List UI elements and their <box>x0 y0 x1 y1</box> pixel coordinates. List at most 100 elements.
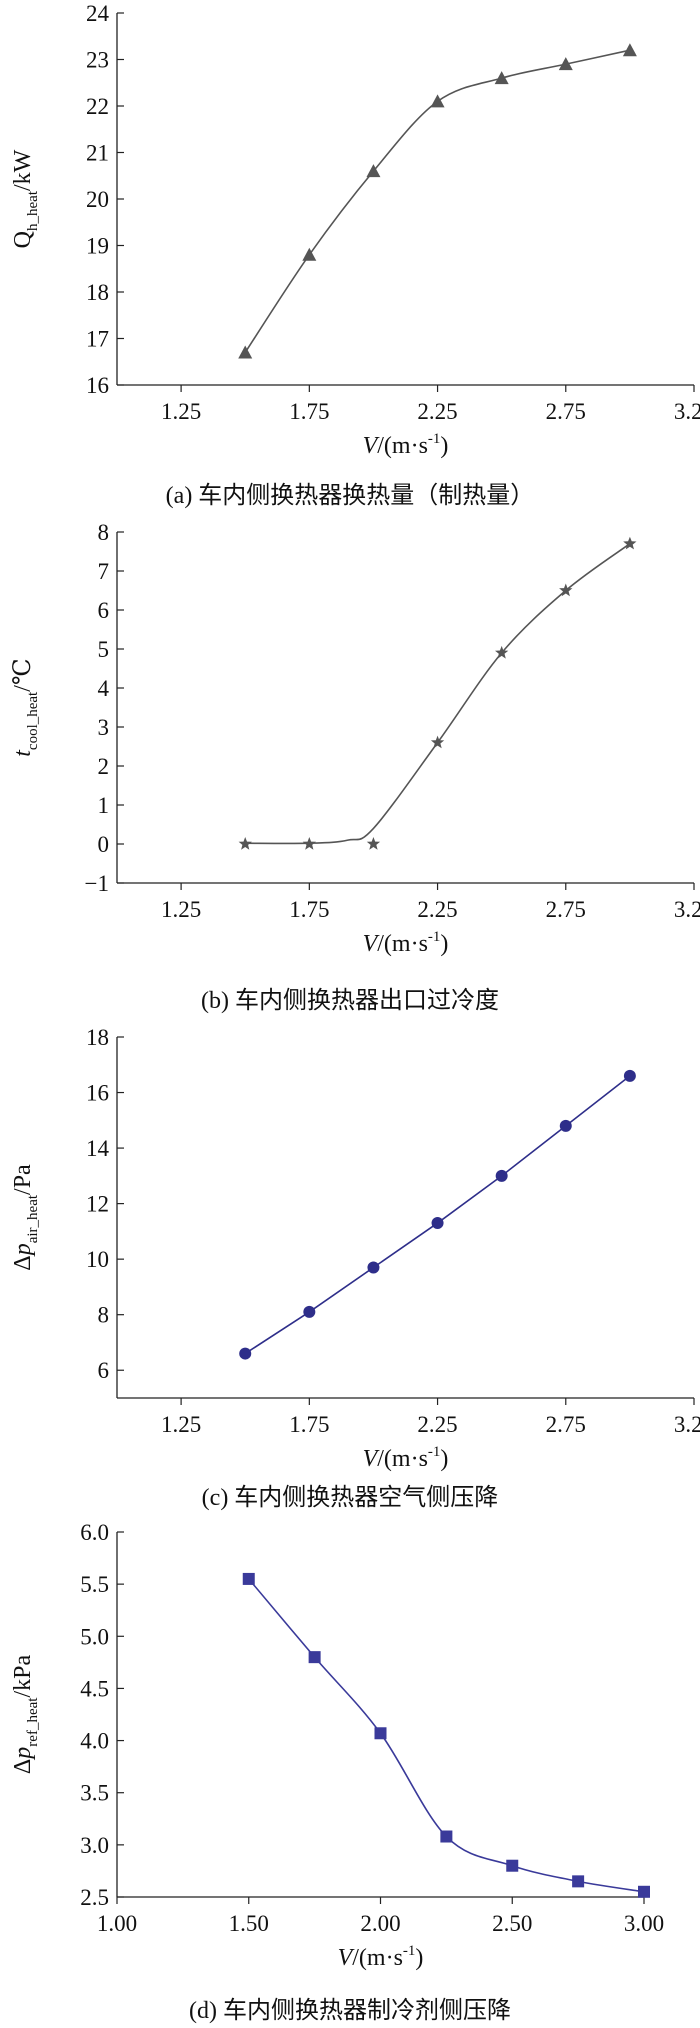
chart-a-y-axis-label: Qh_heat/kW <box>10 149 41 248</box>
chart-b-y-axis-label-unit: /℃ <box>10 658 36 692</box>
chart-a-y-tick-label: 24 <box>86 1 110 26</box>
chart-d-point <box>440 1830 453 1843</box>
chart-c-y-tick-label: 16 <box>86 1081 109 1106</box>
chart-a-y-tick-label: 20 <box>86 187 109 212</box>
chart-a-y-tick-label: 21 <box>86 141 109 166</box>
chart-c-y-axis-label-delta: Δ <box>10 1255 36 1270</box>
chart-c-y-tick-label: 18 <box>86 1025 109 1050</box>
chart-a-y-axis-label-var: Q <box>10 231 36 248</box>
chart-c-point <box>623 1069 636 1082</box>
chart-b-y-tick-label: 7 <box>98 559 110 584</box>
chart-b-series-line <box>245 543 631 845</box>
chart-d-x-tick-label: 3.00 <box>624 1911 664 1936</box>
chart-a-y-axis-label-unit: /kW <box>10 149 36 191</box>
chart-c-point <box>239 1347 252 1360</box>
chart-d-point <box>374 1727 387 1740</box>
chart-d-y-tick-label: 5.0 <box>80 1624 109 1649</box>
chart-b-x-axis-label-close: ) <box>440 931 448 957</box>
chart-a-y-tick-label: 19 <box>86 234 109 259</box>
chart-a-point <box>366 164 381 178</box>
chart-d-y-axis-label: Δpref_heat/kPa <box>10 1655 41 1775</box>
chart-b-point <box>366 837 381 850</box>
chart-b-x-tick-label: 1.25 <box>161 897 201 922</box>
chart-a-x-tick-label: 2.75 <box>546 399 586 424</box>
chart-b-y-tick-label: 4 <box>98 676 110 701</box>
chart-c-point <box>495 1169 508 1182</box>
chart-d-x-axis-label-var: V <box>338 1945 355 1971</box>
chart-panel-a: 1617181920212223241.251.752.252.753.25V/… <box>0 0 700 520</box>
chart-d-series-line <box>248 1578 645 1893</box>
chart-d-x-axis-label-unit: /(m·s <box>352 1945 403 1971</box>
chart-a-y-tick-label: 17 <box>86 327 109 352</box>
chart-a-point <box>494 71 509 85</box>
chart-panel-b: −1 0 1 2 3 4 5 6 7 8 1.25 1.75 2.25 2.75 3.25 V/(m·s-1)… <box>0 520 700 1025</box>
chart-c-x-tick-label: 2.25 <box>417 1412 457 1437</box>
chart-b-y-tick-label: −1 <box>85 871 109 896</box>
chart-d-svg: 2.5 3.0 3.5 4.0 4.5 5.0 5.5 6.0 1.00 1.50 2.00 2.50… <box>10 1520 664 1971</box>
chart-c-svg: 6 8 10 12 14 16 18 1.25 1.75 2.25 2.75 3.25 V/(m·s-1… <box>10 1025 700 1472</box>
chart-d-x-axis-label-sup: -1 <box>403 1943 416 1959</box>
chart-c-caption: (c) 车内侧换热器空气侧压降 <box>201 1485 499 1511</box>
chart-b-x-tick-label: 1.75 <box>289 897 329 922</box>
chart-d-y-tick-label: 4.5 <box>80 1676 109 1701</box>
chart-c-x-tick-label: 3.25 <box>674 1412 700 1437</box>
chart-c-x-tick-label: 1.25 <box>161 1412 201 1437</box>
chart-b-point <box>430 735 445 749</box>
chart-d-x-tick-label: 1.00 <box>97 1911 137 1936</box>
chart-b-y-tick-label: 6 <box>98 598 110 623</box>
chart-b-x-axis-label-var: V <box>363 931 380 957</box>
chart-a-x-axis-label-unit: /(m·s <box>377 433 428 459</box>
chart-a-point <box>430 94 445 108</box>
chart-c-y-axis-label: Δpair_heat/Pa <box>10 1164 41 1271</box>
chart-b-caption: (b) 车内侧换热器出口过冷度 <box>201 988 499 1014</box>
chart-b-svg: −1 0 1 2 3 4 5 6 7 8 1.25 1.75 2.25 2.75 3.25 V/(m·s-1)… <box>10 520 700 957</box>
chart-b-point <box>623 536 637 550</box>
chart-a-x-axis-label: V/(m·s-1) <box>363 431 449 459</box>
chart-c-y-tick-label: 8 <box>98 1303 110 1328</box>
chart-a-y-tick-label: 18 <box>86 280 109 305</box>
chart-b-y-axis-label-var: t <box>10 749 36 757</box>
chart-a-point <box>238 345 253 359</box>
chart-c-y-axis-label-unit: /Pa <box>10 1164 36 1195</box>
chart-c-point <box>431 1217 444 1230</box>
chart-b-y-axis-label: tcool_heat/℃ <box>10 658 41 757</box>
chart-b-y-tick-label: 1 <box>98 793 110 818</box>
chart-b-x-tick-label: 2.75 <box>546 897 586 922</box>
chart-a-point <box>558 57 573 71</box>
chart-d-y-axis-label-sub: ref_heat <box>25 1697 41 1747</box>
chart-c-y-tick-label: 12 <box>86 1192 109 1217</box>
chart-a-x-axis-label-close: ) <box>440 433 448 459</box>
chart-c-x-tick-label: 2.75 <box>546 1412 586 1437</box>
chart-d-x-tick-label: 2.00 <box>360 1911 400 1936</box>
chart-d-point <box>242 1572 255 1585</box>
chart-a-x-axis-label-sup: -1 <box>428 431 441 447</box>
chart-c-y-tick-label: 14 <box>86 1136 110 1161</box>
chart-a-y-tick-label: 23 <box>86 48 109 73</box>
chart-d-point <box>572 1875 585 1888</box>
chart-a-x-tick-label: 3.25 <box>674 399 700 424</box>
chart-a-caption: (a) 车内侧换热器换热量（制热量） <box>165 483 535 509</box>
chart-d-y-tick-label: 5.5 <box>80 1572 109 1597</box>
chart-c-y-axis-label-sub: air_heat <box>25 1194 41 1243</box>
chart-c-x-axis-label-var: V <box>363 1446 380 1472</box>
chart-c-x-axis-label-close: ) <box>440 1446 448 1472</box>
chart-b-point <box>302 837 316 850</box>
chart-b-y-tick-label: 0 <box>98 832 110 857</box>
chart-d-y-tick-label: 3.5 <box>80 1781 109 1806</box>
chart-d-y-tick-label: 4.0 <box>80 1729 109 1754</box>
chart-c-point <box>559 1119 572 1132</box>
chart-b-x-axis-label-unit: /(m·s <box>377 931 428 957</box>
chart-b-x-tick-label: 2.25 <box>417 897 457 922</box>
chart-b-x-tick-label: 3.25 <box>674 897 700 922</box>
chart-c-y-tick-label: 6 <box>98 1358 110 1383</box>
chart-d-caption: (d) 车内侧换热器制冷剂侧压降 <box>189 1998 511 2024</box>
chart-d-y-axis-label-delta: Δ <box>10 1759 36 1774</box>
chart-c-x-axis-label: V/(m·s-1) <box>363 1444 449 1472</box>
chart-d-y-axis-label-unit: /kPa <box>10 1655 36 1698</box>
chart-b-x-axis-label: V/(m·s-1) <box>363 929 449 957</box>
chart-panel-d: 2.5 3.0 3.5 4.0 4.5 5.0 5.5 6.0 1.00 1.50 2.00 2.50… <box>0 1520 700 2028</box>
chart-c-x-axis-label-unit: /(m·s <box>377 1446 428 1472</box>
chart-a-x-tick-label: 1.75 <box>289 399 329 424</box>
chart-b-point <box>238 837 252 850</box>
chart-b-point <box>559 583 573 597</box>
